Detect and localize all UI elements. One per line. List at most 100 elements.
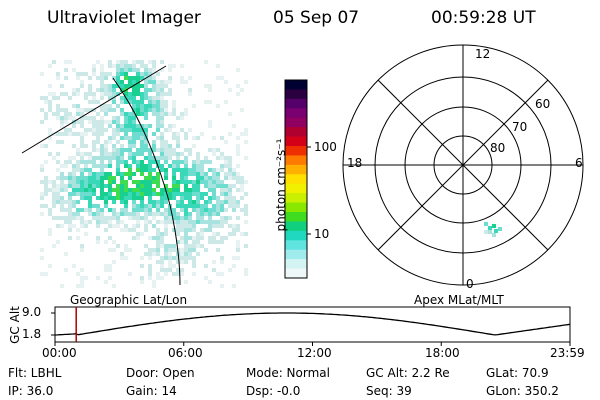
image-pixel	[76, 108, 80, 112]
mlt-label-0: 0	[466, 277, 474, 291]
image-pixel	[100, 216, 104, 220]
image-pixel	[104, 200, 108, 204]
colorbar-segment	[285, 80, 307, 91]
colorbar-segment	[285, 108, 307, 119]
image-pixel	[168, 212, 172, 216]
image-pixel	[100, 180, 104, 184]
image-pixel	[184, 172, 188, 176]
image-pixel	[60, 172, 64, 176]
image-pixel	[216, 240, 220, 244]
image-pixel	[184, 248, 188, 252]
image-pixel	[132, 160, 136, 164]
image-pixel	[160, 88, 164, 92]
image-pixel	[92, 176, 96, 180]
image-pixel	[164, 200, 168, 204]
image-pixel	[100, 64, 104, 68]
image-pixel	[136, 208, 140, 212]
image-pixel	[80, 84, 84, 88]
image-pixel	[124, 128, 128, 132]
image-pixel	[236, 256, 240, 260]
image-pixel	[188, 224, 192, 228]
image-pixel	[208, 120, 212, 124]
image-pixel	[100, 116, 104, 120]
image-pixel	[228, 112, 232, 116]
image-pixel	[152, 204, 156, 208]
image-pixel	[172, 192, 176, 196]
image-pixel	[212, 148, 216, 152]
image-pixel	[80, 116, 84, 120]
image-pixel	[168, 112, 172, 116]
image-pixel	[140, 216, 144, 220]
image-pixel	[156, 172, 160, 176]
image-pixel	[176, 228, 180, 232]
image-pixel	[164, 220, 168, 224]
image-pixel	[148, 152, 152, 156]
image-pixel	[116, 244, 120, 248]
image-pixel	[176, 144, 180, 148]
image-pixel	[132, 68, 136, 72]
image-pixel	[192, 236, 196, 240]
image-pixel	[156, 212, 160, 216]
image-pixel	[192, 224, 196, 228]
image-pixel	[152, 252, 156, 256]
image-pixel	[132, 120, 136, 124]
image-pixel	[236, 240, 240, 244]
image-pixel	[80, 268, 84, 272]
image-pixel	[68, 160, 72, 164]
image-pixel	[84, 92, 88, 96]
image-pixel	[208, 84, 212, 88]
image-pixel	[40, 272, 44, 276]
image-pixel	[56, 240, 60, 244]
image-pixel	[164, 252, 168, 256]
image-pixel	[140, 84, 144, 88]
image-pixel	[80, 156, 84, 160]
image-pixel	[116, 116, 120, 120]
image-pixel	[192, 228, 196, 232]
image-pixel	[204, 60, 208, 64]
image-pixel	[92, 92, 96, 96]
image-pixel	[180, 180, 184, 184]
image-pixel	[72, 164, 76, 168]
image-pixel	[156, 204, 160, 208]
image-pixel	[44, 184, 48, 188]
image-pixel	[112, 136, 116, 140]
image-pixel	[172, 220, 176, 224]
image-pixel	[164, 148, 168, 152]
image-pixel	[96, 208, 100, 212]
image-pixel	[124, 204, 128, 208]
image-pixel	[204, 204, 208, 208]
image-pixel	[188, 192, 192, 196]
image-pixel	[64, 60, 68, 64]
image-pixel	[56, 140, 60, 144]
image-pixel	[152, 76, 156, 80]
image-pixel	[184, 176, 188, 180]
image-pixel	[60, 108, 64, 112]
image-pixel	[136, 220, 140, 224]
image-pixel	[128, 92, 132, 96]
image-pixel	[132, 152, 136, 156]
image-pixel	[172, 168, 176, 172]
image-pixel	[192, 192, 196, 196]
image-pixel	[84, 188, 88, 192]
image-pixel	[136, 80, 140, 84]
image-pixel	[180, 64, 184, 68]
image-pixel	[80, 184, 84, 188]
colorbar-segment	[285, 155, 307, 166]
image-pixel	[188, 148, 192, 152]
image-pixel	[196, 152, 200, 156]
image-pixel	[160, 152, 164, 156]
image-pixel	[216, 272, 220, 276]
image-pixel	[212, 196, 216, 200]
image-pixel	[168, 192, 172, 196]
image-pixel	[148, 268, 152, 272]
image-pixel	[228, 164, 232, 168]
image-pixel	[136, 152, 140, 156]
image-pixel	[80, 276, 84, 280]
image-pixel	[56, 104, 60, 108]
image-pixel	[64, 208, 68, 212]
image-pixel	[180, 228, 184, 232]
image-pixel	[160, 116, 164, 120]
image-pixel	[172, 164, 176, 168]
image-pixel	[156, 192, 160, 196]
image-pixel	[152, 280, 156, 284]
